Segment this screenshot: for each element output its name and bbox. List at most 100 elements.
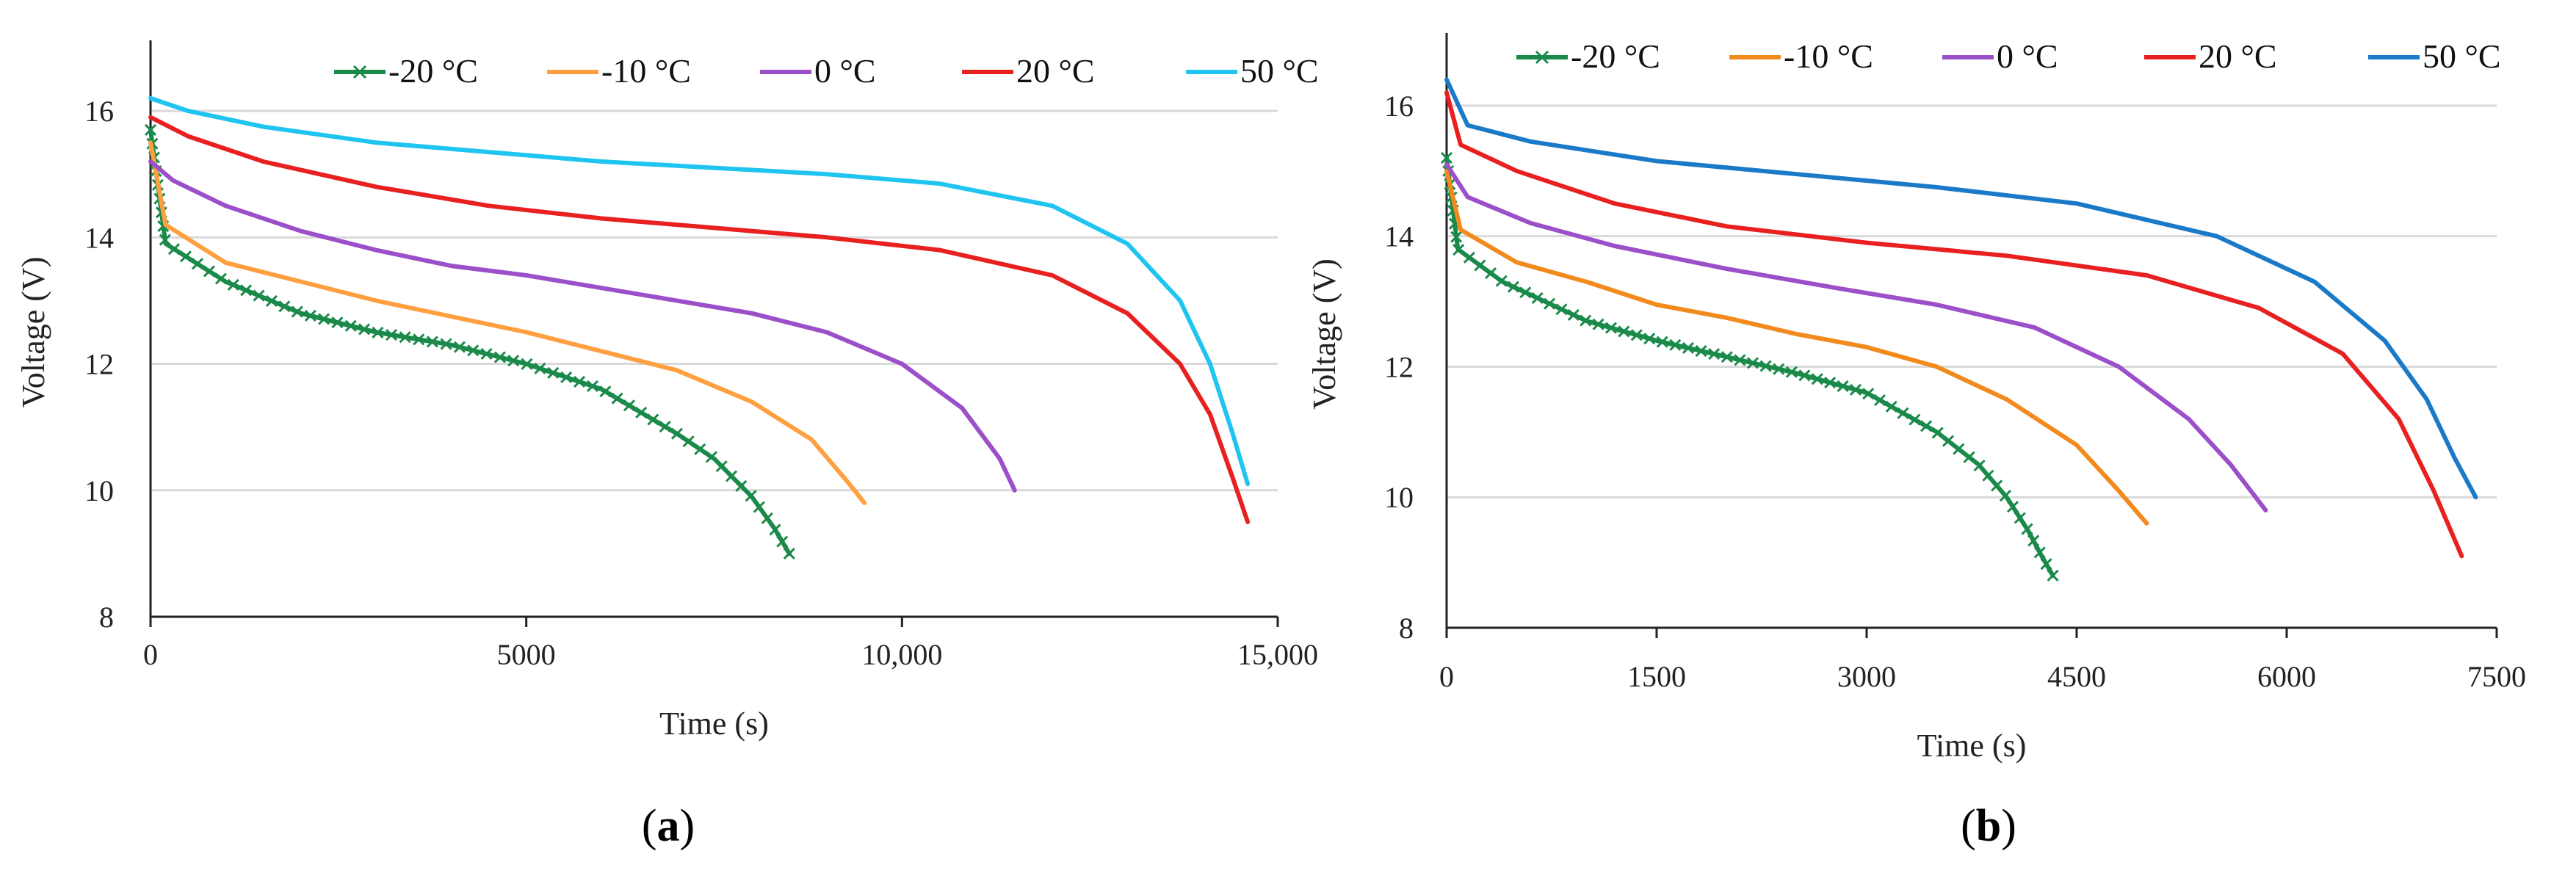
series-marker: [547, 366, 560, 379]
series-marker: [1567, 308, 1580, 321]
series-marker: [1721, 351, 1733, 363]
series-marker: [1953, 443, 1965, 455]
legend-label: -10 °C: [601, 52, 691, 90]
series-marker: [2027, 535, 2040, 547]
series-marker: [399, 331, 411, 344]
y-tick-label: 8: [99, 601, 114, 634]
series-marker: [599, 385, 612, 398]
series-marker: [1474, 259, 1486, 272]
x-tick-label: 3000: [1837, 660, 1896, 693]
y-tick-label: 12: [1384, 350, 1414, 383]
series-marker: [715, 460, 728, 473]
series-marker: [1920, 420, 1933, 432]
x-tick-label: 4500: [2047, 660, 2106, 693]
series-marker: [253, 289, 265, 302]
series-marker: [493, 351, 506, 363]
y-tick-label: 12: [84, 348, 114, 381]
series-marker: [1849, 383, 1862, 396]
series-marker: [521, 358, 533, 370]
series-marker: [227, 278, 239, 291]
y-tick-label: 14: [1384, 220, 1414, 253]
x-tick-label: 10,000: [861, 638, 942, 671]
series-marker: [1824, 376, 1837, 389]
series-marker: [761, 512, 773, 524]
legend-label: -20 °C: [388, 52, 478, 90]
series-marker: [1746, 357, 1759, 369]
series-marker: [1452, 244, 1465, 256]
series-marker: [1592, 318, 1604, 330]
series-marker: [1618, 325, 1630, 338]
series-marker: [623, 399, 635, 412]
series-marker: [2014, 512, 2026, 524]
series-marker: [776, 535, 789, 548]
series-marker: [682, 435, 695, 448]
series-marker: [1734, 354, 1746, 366]
series-marker: [783, 547, 795, 559]
series-marker: [725, 470, 738, 482]
series-marker: [1897, 407, 1909, 419]
series-marker: [735, 479, 748, 492]
legend-label: -10 °C: [1784, 37, 1873, 75]
series-marker: [240, 284, 253, 297]
series-marker: [214, 272, 227, 285]
y-tick-label: 16: [84, 95, 114, 128]
series-marker: [467, 344, 480, 357]
series-marker: [2021, 523, 2033, 535]
x-tick-label: 1500: [1627, 660, 1686, 693]
series-marker: [573, 375, 586, 388]
series-line-50C: [1444, 77, 2478, 500]
series-marker: [304, 309, 316, 322]
series-marker: [1604, 322, 1618, 334]
series-marker: [1543, 297, 1556, 310]
y-tick-label: 8: [1399, 612, 1414, 645]
y-tick-label: 10: [84, 474, 114, 507]
series-marker: [1885, 400, 1897, 413]
series-marker: [385, 328, 398, 341]
x-tick-label: 15,000: [1237, 638, 1318, 671]
legend-label: 50 °C: [2423, 37, 2501, 75]
series-marker: [480, 347, 493, 360]
series-marker: [344, 319, 357, 332]
series-marker: [1811, 373, 1823, 385]
series-marker: [1708, 348, 1721, 361]
series-line--10C: [148, 140, 867, 505]
series-marker: [1773, 363, 1785, 375]
series-line-20C: [1444, 90, 2464, 559]
series-line-0C: [1444, 162, 2268, 512]
series-line--10C: [1444, 168, 2149, 526]
series-marker: [1973, 459, 1986, 472]
x-axis-title: Time (s): [1917, 728, 2027, 764]
series-marker: [1982, 469, 1994, 482]
series-marker: [1963, 451, 1975, 463]
legend-label: -20 °C: [1571, 37, 1660, 75]
series-line-0C: [148, 159, 1017, 493]
series-marker: [753, 501, 765, 513]
series-marker: [203, 265, 215, 278]
series-marker: [2040, 558, 2052, 570]
legend-label: 50 °C: [1240, 52, 1319, 90]
series-marker: [318, 313, 330, 325]
series-marker: [144, 123, 157, 137]
series-marker: [1759, 360, 1772, 372]
series-marker: [1909, 413, 1921, 426]
caption-b: (b): [1961, 801, 2016, 851]
series-marker: [191, 258, 203, 270]
chart-panel-b: 8 10 12 14 16 0 1500 3000 4500 6000 7500 Time (s) Vo…: [1306, 33, 2526, 764]
series-marker: [440, 338, 452, 350]
series-marker: [372, 326, 384, 338]
series-marker: [1580, 314, 1592, 327]
series-marker: [1682, 341, 1695, 354]
series-marker: [1785, 366, 1798, 378]
series-marker: [278, 300, 291, 313]
series-marker: [1440, 151, 1453, 164]
series-marker: [670, 427, 683, 440]
series-marker: [426, 336, 438, 348]
series-marker: [1669, 338, 1682, 351]
series-marker: [2033, 546, 2046, 559]
series-marker: [358, 323, 371, 336]
series-marker: [1519, 286, 1532, 299]
series-marker: [1485, 267, 1497, 280]
x-tick-label: 0: [143, 638, 158, 671]
series-line-20C: [148, 115, 1251, 524]
